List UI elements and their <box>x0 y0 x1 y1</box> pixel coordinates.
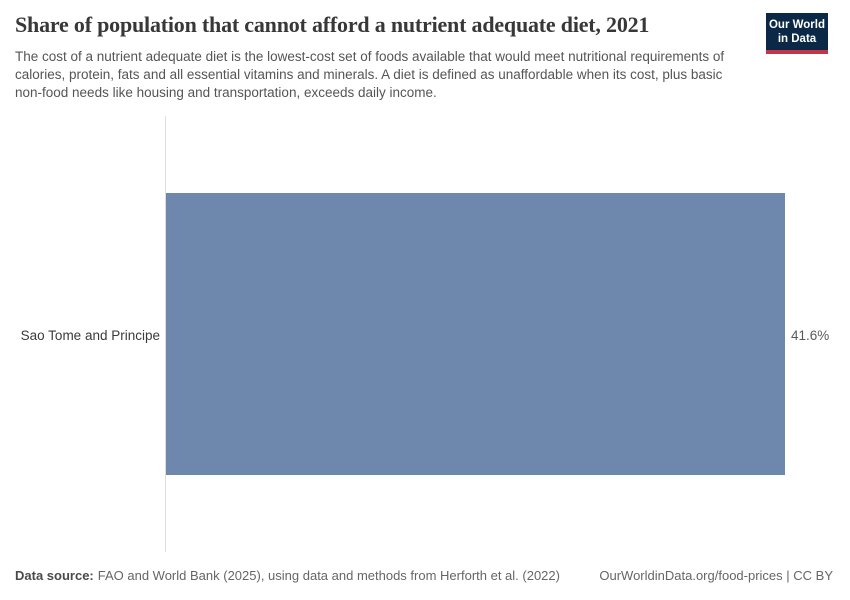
owid-logo-line1: Our World <box>768 19 825 31</box>
data-source-label: Data source: <box>15 568 94 583</box>
chart-title: Share of population that cannot afford a… <box>15 12 650 37</box>
bar-sao-tome-and-principe[interactable] <box>166 193 785 475</box>
chart-subtitle: The cost of a nutrient adequate diet is … <box>15 49 725 100</box>
footer-license-link[interactable]: OurWorldinData.org/food-prices | CC BY <box>599 568 833 583</box>
y-axis-line <box>165 116 166 552</box>
data-source-text: FAO and World Bank (2025), using data an… <box>97 568 560 583</box>
data-source: Data source: FAO and World Bank (2025), u… <box>15 568 560 583</box>
owid-logo-line2: in Data <box>777 33 817 45</box>
category-label: Sao Tome and Principe <box>20 328 160 343</box>
bar-value-label: 41.6% <box>791 328 830 343</box>
chart-footer: Data source: FAO and World Bank (2025), u… <box>15 568 833 583</box>
owid-logo[interactable]: Our World in Data <box>766 13 828 54</box>
